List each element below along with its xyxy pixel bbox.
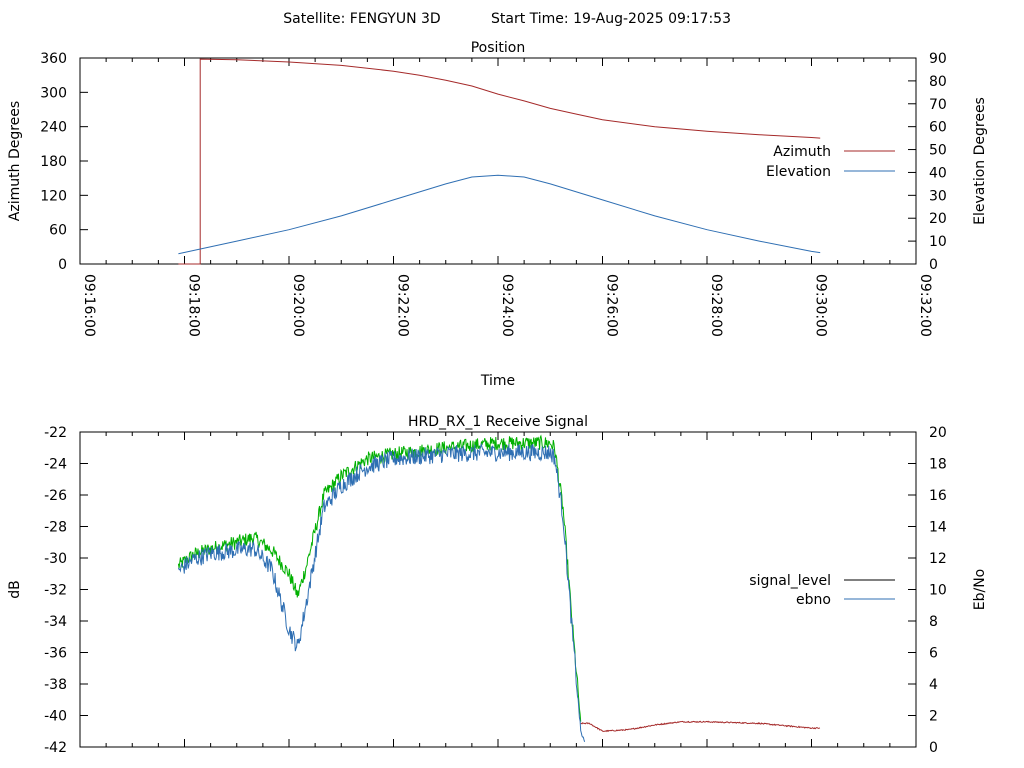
- series-azimuth: [178, 58, 821, 265]
- signal-y-tick-label: -32: [44, 583, 67, 599]
- signal-y2-tick-label: 6: [929, 646, 938, 662]
- signal-y-tick-label: -22: [44, 425, 67, 441]
- position-x-tick-label: 09:20:00: [290, 274, 306, 337]
- position-y2-tick-label: 50: [929, 143, 947, 159]
- position-x-axis-label: Time: [480, 373, 515, 389]
- position-x-tick-label: 09:28:00: [708, 274, 724, 337]
- position-x-tick-label: 09:18:00: [186, 274, 202, 337]
- position-y-tick-label: 300: [40, 85, 67, 101]
- legend-label-ebno: ebno: [796, 592, 831, 608]
- position-y2-tick-label: 40: [929, 165, 947, 181]
- position-y-tick-label: 180: [40, 154, 67, 170]
- position-y-tick-label: 60: [49, 223, 67, 239]
- signal-y-tick-label: -36: [44, 646, 67, 662]
- position-y-axis-label: Azimuth Degrees: [7, 101, 23, 221]
- signal-y2-tick-label: 14: [929, 520, 947, 536]
- position-title: Position: [471, 40, 526, 56]
- signal-y2-tick-label: 10: [929, 583, 947, 599]
- position-panel: Position 0 60 120 180 240 300 360 0 10 20 30 40 50 60 7…: [7, 40, 988, 389]
- signal-y2-axis-label: Eb/No: [972, 569, 988, 611]
- signal-y2-tick-label: 20: [929, 425, 947, 441]
- position-y2-tick-label: 0: [929, 257, 938, 273]
- signal-y-tick-label: -28: [44, 520, 67, 536]
- position-y2-tick-label: 80: [929, 74, 947, 90]
- legend-label-azimuth: Azimuth: [773, 144, 831, 160]
- position-y-tick-label: 0: [58, 257, 67, 273]
- position-y2-tick-label: 10: [929, 234, 947, 250]
- position-y-tick-label: 360: [40, 51, 67, 67]
- position-y2-tick-label: 20: [929, 211, 947, 227]
- signal-title: HRD_RX_1 Receive Signal: [408, 414, 588, 430]
- legend-label-elevation: Elevation: [766, 164, 831, 180]
- position-x-tick-label: 09:30:00: [813, 274, 829, 337]
- receive-signal-panel: HRD_RX_1 Receive Signal -42 -40 -38 -36 -34 -3…: [7, 414, 988, 756]
- signal-frame: [79, 431, 917, 748]
- position-y-tick-label: 240: [40, 120, 67, 136]
- position-y-tick-label: 120: [40, 188, 67, 204]
- signal-y-tick-label: -38: [44, 677, 67, 693]
- signal-y-tick-label: -26: [44, 488, 67, 504]
- series-trace-ebno: [177, 442, 586, 742]
- signal-y-tick-label: -42: [44, 740, 67, 756]
- signal-y-tick-label: -24: [44, 457, 67, 473]
- signal-y-tick-label: -34: [44, 614, 67, 630]
- position-y2-tick-label: 90: [929, 51, 947, 67]
- signal-y2-tick-label: 12: [929, 551, 947, 567]
- signal-y2-tick-label: 0: [929, 740, 938, 756]
- position-y2-tick-label: 70: [929, 97, 947, 113]
- start-time-label: Start Time: 19-Aug-2025 09:17:53: [491, 11, 731, 27]
- position-x-tick-label: 09:26:00: [604, 274, 620, 337]
- position-x-tick-label: 09:16:00: [81, 274, 97, 337]
- signal-y2-tick-label: 4: [929, 677, 938, 693]
- series-elevation: [178, 174, 821, 255]
- satellite-label: Satellite: FENGYUN 3D: [283, 11, 440, 27]
- series-trace-unnamed-0: [177, 434, 582, 722]
- signal-y-tick-label: -40: [44, 709, 67, 725]
- signal-y-tick-label: -30: [44, 551, 67, 567]
- signal-y-axis-label: dB: [7, 580, 23, 599]
- position-x-tick-label: 09:22:00: [395, 274, 411, 337]
- signal-y2-tick-label: 16: [929, 488, 947, 504]
- signal-y2-tick-label: 18: [929, 457, 947, 473]
- position-frame: [79, 57, 917, 265]
- signal-y2-tick-label: 2: [929, 709, 938, 725]
- position-x-tick-label: 09:32:00: [917, 274, 933, 337]
- position-x-tick-label: 09:24:00: [499, 274, 515, 337]
- series-trace-unnamed-1: [580, 720, 821, 733]
- position-y2-tick-label: 30: [929, 188, 947, 204]
- signal-y2-tick-label: 8: [929, 614, 938, 630]
- legend-label-signal_level: signal_level: [749, 573, 831, 589]
- position-y2-axis-label: Elevation Degrees: [972, 97, 988, 225]
- position-y2-tick-label: 60: [929, 120, 947, 136]
